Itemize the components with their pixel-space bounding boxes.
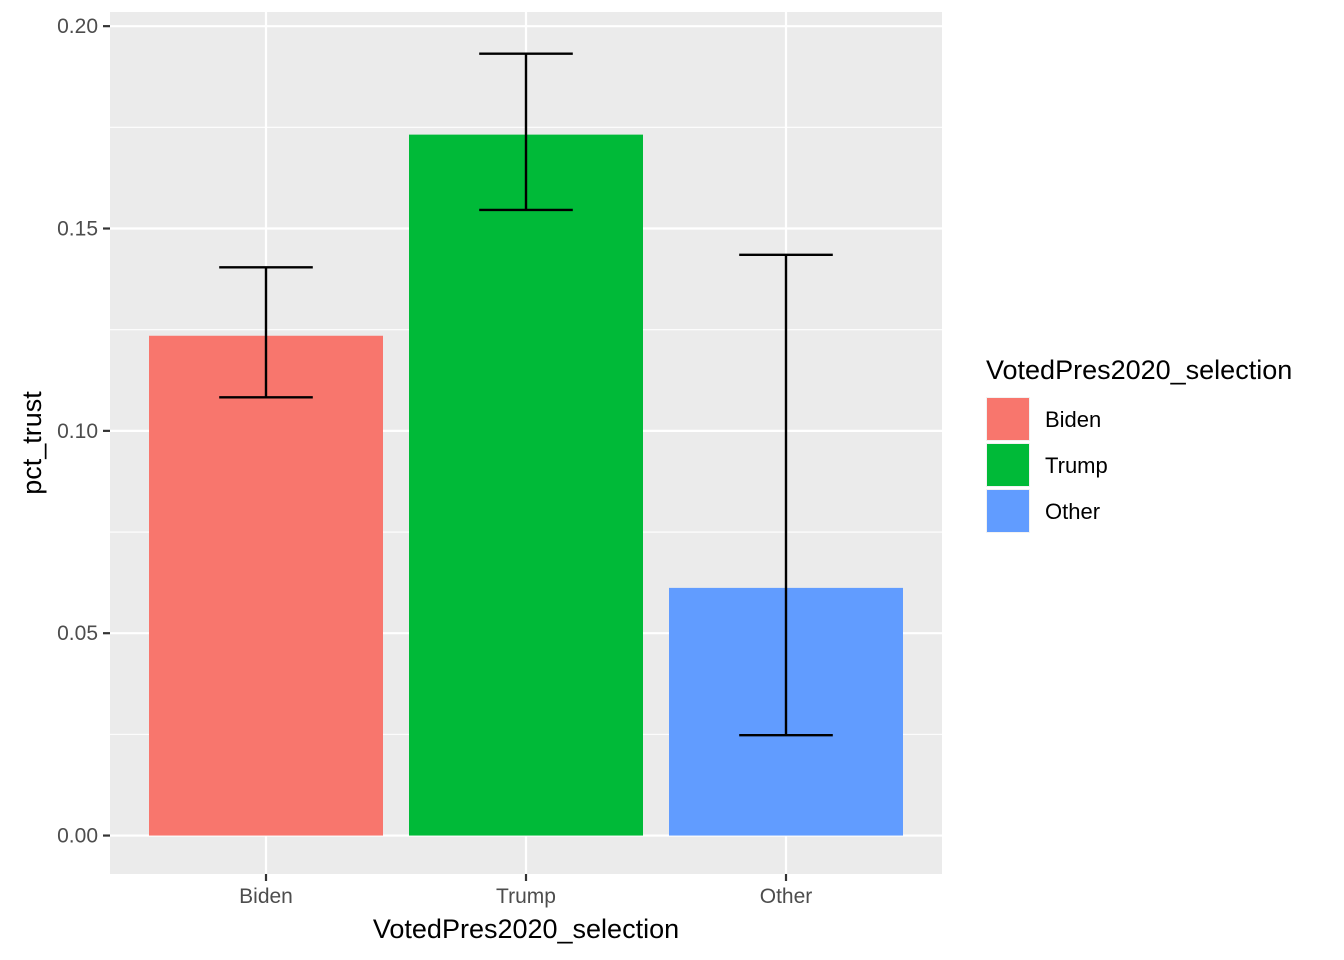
x-tick-label: Other	[760, 885, 813, 908]
bars	[149, 134, 903, 836]
legend: VotedPres2020_selection Biden Trump Other	[986, 355, 1292, 533]
x-axis-title: VotedPres2020_selection	[373, 914, 679, 944]
legend-item-other: Other	[986, 489, 1100, 533]
y-tick-label: 0.15	[57, 218, 98, 241]
y-tick-label: 0.20	[57, 15, 98, 38]
error-bar-biden	[219, 266, 313, 399]
legend-key-swatch	[987, 398, 1029, 440]
y-tick-label: 0.00	[57, 825, 98, 848]
error-bars	[219, 52, 833, 737]
legend-key-swatch	[987, 444, 1029, 486]
legend-key-swatch	[987, 490, 1029, 532]
legend-label: Trump	[1045, 453, 1108, 478]
error-bar-trump	[479, 52, 573, 212]
x-tick-label: Biden	[239, 885, 293, 908]
error-bar-other	[739, 253, 833, 737]
x-axis: Biden Trump Other	[239, 874, 812, 908]
legend-item-trump: Trump	[986, 443, 1108, 487]
y-axis: 0.00 0.05 0.10 0.15 0.20	[57, 15, 110, 848]
legend-label: Biden	[1045, 407, 1101, 432]
x-tick-label: Trump	[496, 885, 556, 908]
y-tick-label: 0.05	[57, 622, 98, 645]
y-axis-title: pct_trust	[17, 391, 47, 495]
legend-title: VotedPres2020_selection	[986, 355, 1292, 385]
bar-trump	[409, 134, 643, 836]
y-tick-label: 0.10	[57, 420, 98, 443]
bar-biden	[149, 335, 383, 836]
legend-item-biden: Biden	[986, 397, 1101, 441]
legend-label: Other	[1045, 499, 1100, 524]
